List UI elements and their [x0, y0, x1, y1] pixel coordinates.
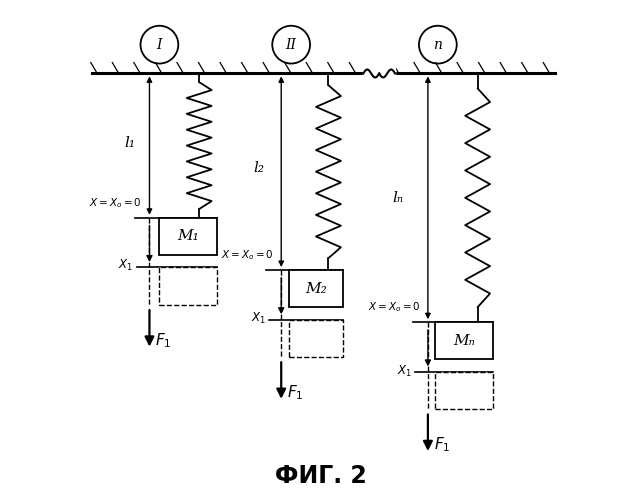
Text: Mₙ: Mₙ [453, 334, 475, 347]
Text: n: n [433, 38, 442, 52]
Text: II: II [286, 38, 297, 52]
Text: I: I [157, 38, 162, 52]
Text: ФИГ. 2: ФИГ. 2 [275, 464, 367, 488]
Text: $F_1$: $F_1$ [155, 331, 172, 350]
Text: lₙ: lₙ [392, 191, 404, 205]
Text: M₂: M₂ [305, 282, 327, 296]
Text: $X = X_o = 0$: $X = X_o = 0$ [221, 248, 273, 262]
Bar [435, 322, 492, 360]
Text: M₁: M₁ [177, 230, 199, 243]
Bar [159, 218, 216, 255]
Text: $X_1$: $X_1$ [397, 364, 412, 379]
Text: $X = X_o = 0$: $X = X_o = 0$ [368, 300, 421, 314]
Bar [159, 268, 216, 304]
Bar [435, 372, 492, 409]
Text: $X = X_o = 0$: $X = X_o = 0$ [89, 196, 142, 209]
Text: l₂: l₂ [254, 161, 265, 175]
Text: $F_1$: $F_1$ [434, 436, 450, 454]
Text: $X_1$: $X_1$ [118, 258, 133, 274]
Text: $X_1$: $X_1$ [251, 311, 266, 326]
Text: l₁: l₁ [124, 136, 135, 150]
Bar [289, 270, 343, 307]
Text: $F_1$: $F_1$ [287, 384, 304, 402]
Bar [289, 320, 343, 357]
